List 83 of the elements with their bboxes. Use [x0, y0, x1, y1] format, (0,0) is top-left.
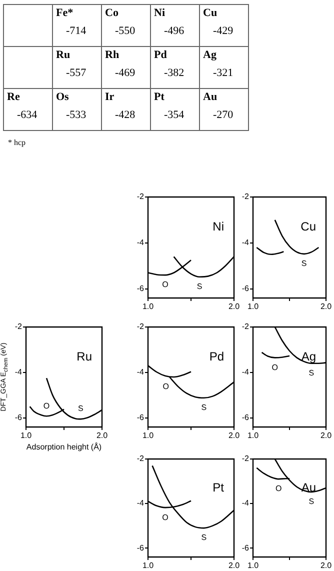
y-tick-label: -2 — [136, 192, 145, 202]
series-label: S — [196, 282, 202, 292]
x-tick-label: 1.0 — [247, 561, 260, 570]
y-tick-label: -6 — [242, 543, 250, 552]
x-tick-label: 1.0 — [142, 561, 154, 570]
series-label: O — [272, 362, 278, 372]
data-label: -550 — [114, 25, 136, 37]
x-tick-label: 2.0 — [96, 431, 108, 440]
y-tick-label: -2 — [242, 192, 250, 202]
category-label: Os — [56, 91, 69, 103]
text: Pd — [209, 349, 224, 364]
x-tick-label: 1.0 — [247, 302, 260, 312]
y-tick-label: -4 — [136, 498, 145, 508]
x-tick-label: 2.0 — [320, 561, 332, 570]
y-tick-label: -6 — [242, 284, 250, 294]
x-tick-label: 1.0 — [20, 431, 32, 440]
x-tick-label: 2.0 — [320, 431, 332, 440]
category-label: Ag — [203, 49, 216, 61]
series-label: S — [78, 404, 84, 414]
data-label: -354 — [163, 109, 186, 121]
series-label: S — [301, 259, 307, 268]
category-label: Pd — [154, 49, 167, 61]
x-tick-label: 2.0 — [320, 302, 332, 312]
data-label: -634 — [16, 109, 38, 121]
y-tick-label: -6 — [136, 284, 145, 294]
category-label: Pt — [154, 91, 164, 103]
y-tick-label: -4 — [242, 368, 250, 377]
category-label: Ir — [105, 91, 114, 103]
series-label: O — [275, 484, 282, 494]
y-tick-label: -4 — [14, 368, 23, 377]
x-tick-label: 1.0 — [247, 431, 260, 440]
series-label: O — [162, 382, 169, 392]
y-tick-label: -4 — [136, 368, 145, 377]
data-label: -469 — [114, 67, 136, 79]
data-label: -533 — [65, 109, 88, 121]
data-label: -429 — [212, 25, 234, 37]
x-tick-label: 2.0 — [228, 431, 240, 440]
data-label: -714 — [65, 25, 88, 37]
y-tick-label: -4 — [242, 498, 250, 508]
category-label: Re — [7, 91, 20, 103]
series-label: O — [162, 512, 168, 522]
text: Au — [301, 480, 316, 495]
x-tick-label: 1.0 — [142, 302, 154, 312]
series-label: O — [43, 401, 50, 410]
category-label: Ru — [56, 49, 70, 61]
x-axis-title: Adsorption height (Å) — [26, 442, 102, 452]
y-tick-label: -2 — [136, 322, 145, 332]
series-label: S — [308, 368, 314, 378]
text: Ru — [76, 349, 92, 364]
text: Pt — [212, 480, 225, 495]
data-label: -428 — [114, 109, 136, 121]
category-label: Au — [203, 91, 218, 103]
y-tick-label: -2 — [242, 322, 250, 332]
y-tick-label: -6 — [14, 413, 23, 422]
y-tick-label: -2 — [136, 454, 145, 464]
y-tick-label: -2 — [242, 454, 250, 464]
category-label: Cu — [203, 7, 218, 19]
data-label: -557 — [65, 67, 88, 79]
y-tick-label: -4 — [136, 238, 145, 248]
data-label: -270 — [212, 109, 234, 121]
y-tick-label: -6 — [136, 543, 145, 552]
x-tick-label: 2.0 — [228, 561, 240, 570]
category-label: Rh — [105, 49, 120, 61]
series-label: S — [201, 533, 207, 542]
series-label: O — [162, 280, 168, 290]
category-label: Ni — [154, 7, 165, 19]
category-label: Fe* — [56, 7, 74, 19]
data-label: -496 — [163, 25, 186, 37]
y-tick-label: -4 — [242, 238, 250, 248]
x-tick-label: 1.0 — [142, 431, 154, 440]
category-label: Co — [105, 7, 118, 19]
text: Cu — [300, 220, 316, 234]
data-label: -321 — [212, 67, 234, 79]
text: Ag — [301, 349, 316, 364]
series-label: S — [308, 497, 314, 506]
text: Ni — [212, 220, 224, 234]
y-tick-label: -2 — [14, 322, 23, 332]
y-tick-label: -6 — [136, 413, 145, 422]
data-label: -382 — [163, 67, 186, 79]
y-tick-label: -6 — [242, 413, 250, 422]
series-label: S — [201, 403, 207, 412]
x-tick-label: 2.0 — [228, 302, 240, 312]
text: * hcp — [8, 138, 26, 147]
